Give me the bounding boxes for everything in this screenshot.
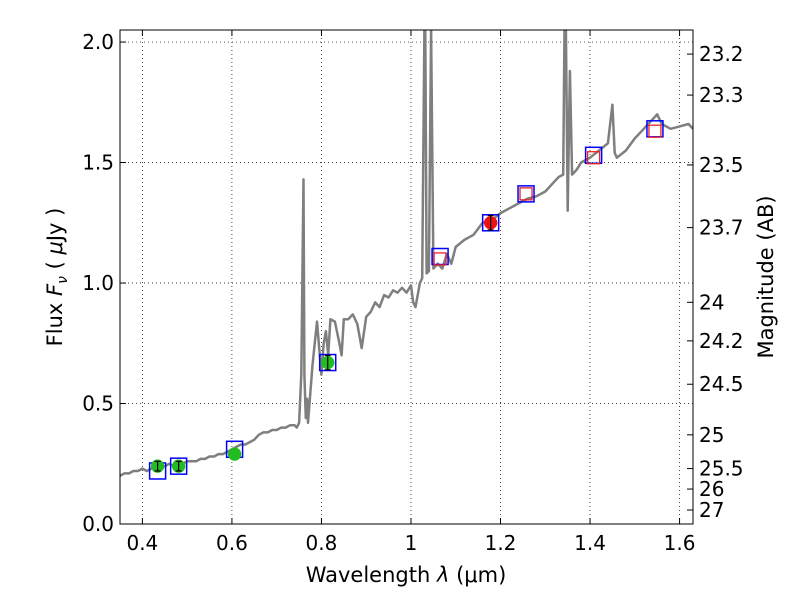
y-tick-label: 0.0 — [82, 512, 114, 536]
model-photometry-square — [169, 457, 188, 475]
right-tick-label: 24.5 — [699, 372, 744, 396]
model-photometry-square — [318, 353, 337, 372]
y-axis-title: Flux Fν ( μJy ) — [43, 208, 71, 347]
y-tick-label: 1.5 — [82, 151, 114, 175]
model-photometry-square — [481, 214, 500, 232]
right-tick-label: 27 — [699, 498, 724, 522]
upper-limit-square — [648, 124, 662, 138]
x-tick-label: 1.4 — [574, 531, 606, 555]
x-tick-label: 0.8 — [306, 531, 338, 555]
y-tick-label: 0.5 — [82, 392, 114, 416]
x-axis-title: Wavelength λ (μm) — [306, 563, 507, 587]
right-tick-label: 23.3 — [699, 83, 744, 107]
right-tick-label: 23.7 — [699, 216, 744, 240]
data-point — [227, 447, 242, 461]
upper-limit-square — [519, 187, 533, 201]
right-tick-label: 24 — [699, 290, 724, 314]
right-tick-label: 23.5 — [699, 153, 744, 177]
model-photometry-square — [517, 185, 535, 203]
right-tick-label: 23.2 — [699, 42, 744, 66]
spectrum-line — [120, 30, 693, 477]
x-tick-label: 1.6 — [664, 531, 696, 555]
axis-ticks: 0.4 0.6 0.8 1 1.2 1.4 1.6 0.0 0.5 1.0 1.5 2.0 23.2 23… — [82, 30, 744, 555]
x-tick-label: 1.2 — [485, 531, 517, 555]
upper-limit-square — [433, 252, 447, 266]
y-tick-label: 2.0 — [82, 30, 114, 54]
grid-lines — [120, 30, 693, 525]
plot-frame — [119, 29, 694, 525]
upper-limit-square — [586, 151, 601, 165]
right-tick-label: 25.5 — [699, 457, 744, 481]
right-tick-label: 25 — [699, 423, 724, 447]
right-axis-title: Magnitude (AB) — [754, 195, 778, 358]
x-tick-label: 1 — [405, 531, 418, 555]
x-tick-label: 0.4 — [126, 531, 158, 555]
right-tick-label: 24.2 — [699, 329, 744, 353]
y-tick-label: 1.0 — [82, 271, 114, 295]
right-tick-label: 26 — [699, 477, 724, 501]
plot-data — [120, 30, 693, 480]
x-tick-label: 0.6 — [216, 531, 248, 555]
